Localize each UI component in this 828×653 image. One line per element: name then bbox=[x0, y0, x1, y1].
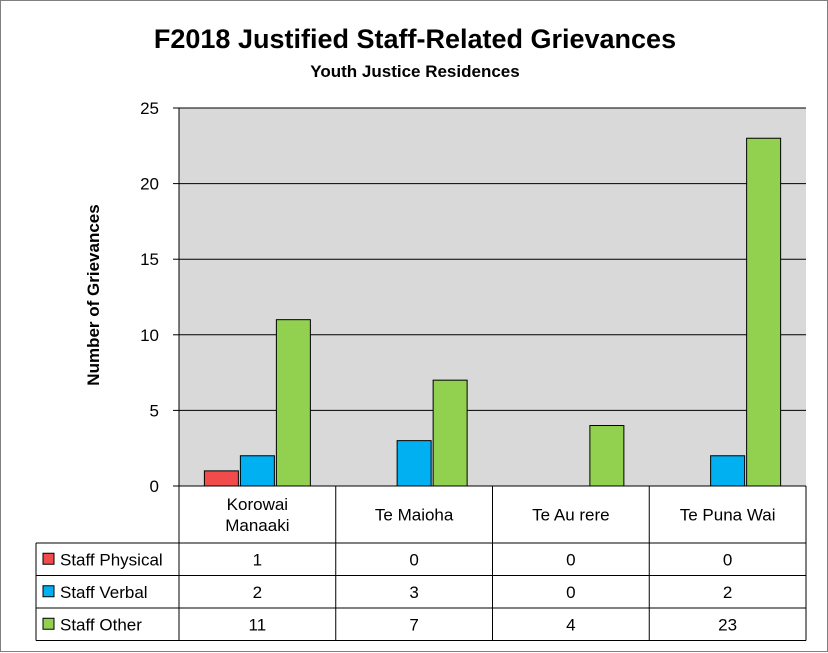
category-label: Te Puna Wai bbox=[680, 506, 776, 525]
category-label: Manaaki bbox=[225, 516, 289, 535]
table-value: 1 bbox=[253, 550, 262, 569]
y-tick-label: 15 bbox=[140, 250, 159, 269]
bar bbox=[432, 379, 468, 487]
legend-key bbox=[42, 617, 55, 630]
y-axis-label: Number of Grievances bbox=[84, 204, 103, 385]
bar bbox=[710, 455, 746, 487]
series-name: Staff Other bbox=[60, 615, 142, 634]
table-value: 2 bbox=[723, 583, 732, 602]
table-value: 0 bbox=[723, 550, 732, 569]
legend-key bbox=[42, 552, 55, 565]
table-value: 0 bbox=[566, 583, 575, 602]
category-label: Te Au rere bbox=[532, 506, 610, 525]
table-value: 2 bbox=[253, 583, 262, 602]
bar bbox=[239, 455, 275, 487]
table-value: 0 bbox=[566, 550, 575, 569]
series-name: Staff Physical bbox=[60, 550, 163, 569]
y-tick-label: 0 bbox=[150, 477, 159, 496]
y-tick-label: 5 bbox=[150, 401, 159, 420]
y-tick-label: 10 bbox=[140, 326, 159, 345]
bar bbox=[203, 470, 239, 487]
y-tick-label: 25 bbox=[140, 99, 159, 118]
plot-background bbox=[179, 108, 806, 486]
table-value: 23 bbox=[718, 615, 737, 634]
series-name: Staff Verbal bbox=[60, 583, 148, 602]
category-label: Te Maioha bbox=[375, 506, 454, 525]
table-value: 7 bbox=[409, 615, 418, 634]
data-table: Korowai Manaaki Te Maioha Te Au rere Te Puna… bbox=[35, 486, 807, 641]
bar bbox=[746, 137, 782, 487]
bar bbox=[589, 425, 625, 487]
chart-title: F2018 Justified Staff-Related Grievances bbox=[154, 24, 676, 54]
category-label: Korowai bbox=[227, 495, 288, 514]
table-value: 11 bbox=[249, 615, 267, 634]
bar bbox=[396, 440, 432, 487]
table-value: 3 bbox=[409, 583, 418, 602]
plot-area: 0 5 10 15 20 25 bbox=[140, 99, 806, 496]
chart-subtitle: Youth Justice Residences bbox=[310, 62, 519, 81]
legend-key bbox=[42, 585, 55, 598]
bar bbox=[275, 319, 311, 487]
table-value: 4 bbox=[566, 615, 575, 634]
y-tick-label: 20 bbox=[140, 175, 159, 194]
table-value: 0 bbox=[409, 550, 418, 569]
